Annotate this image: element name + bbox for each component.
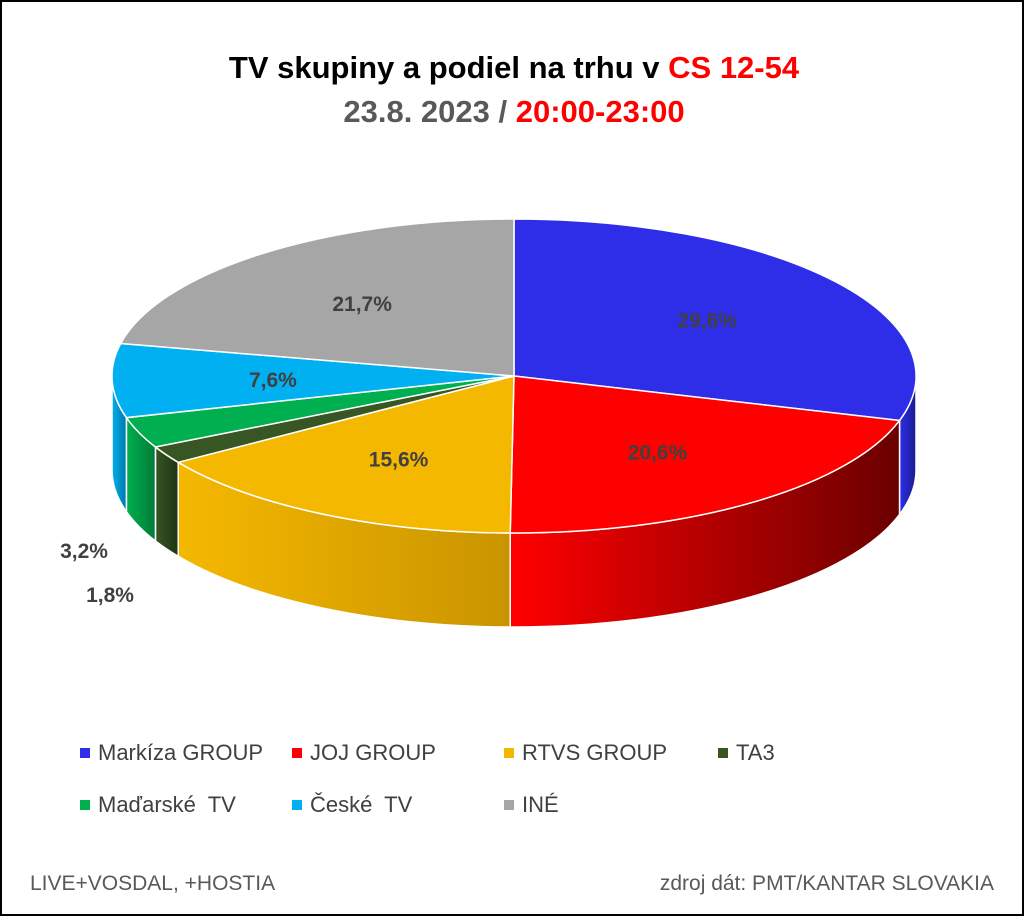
legend-item: RTVS GROUP bbox=[504, 740, 667, 766]
chart-subtitle-date: 23.8. 2023 / bbox=[343, 94, 516, 129]
legend-label: Maďarské TV bbox=[98, 792, 236, 817]
legend-item: JOJ GROUP bbox=[292, 740, 436, 766]
pie-data-labels: 29,6% 20,6% 15,6% 1,8% 3,2% 7,6% 21,7% bbox=[60, 293, 737, 607]
legend-label: České TV bbox=[310, 792, 413, 817]
footer-source: zdroj dát: PMT/KANTAR SLOVAKIA bbox=[659, 872, 994, 895]
chart-subtitle: 23.8. 2023 / 20:00-23:00 bbox=[2, 94, 1024, 130]
legend-swatch bbox=[504, 800, 514, 810]
legend-swatch bbox=[80, 800, 90, 810]
legend-item: Markíza GROUP bbox=[80, 740, 263, 766]
data-label-4: 1,8% bbox=[86, 584, 134, 607]
legend-label: TA3 bbox=[736, 740, 775, 765]
pie-slice-2 bbox=[509, 375, 901, 534]
legend-label: RTVS GROUP bbox=[522, 740, 668, 765]
pie-slice-1 bbox=[513, 218, 917, 422]
data-label-6: 7,6% bbox=[249, 369, 297, 392]
legend-swatch bbox=[80, 748, 90, 758]
chart-title-main: TV skupiny a podiel na trhu v bbox=[228, 50, 669, 85]
pie-slice-7 bbox=[119, 218, 515, 377]
pie-slice-6 bbox=[111, 342, 515, 419]
legend-swatch bbox=[718, 748, 728, 758]
legend-item: INÉ bbox=[504, 792, 559, 818]
chart-title-target: CS 12-54 bbox=[668, 50, 800, 85]
data-label-1: 29,6% bbox=[677, 310, 737, 333]
legend-swatch bbox=[292, 748, 302, 758]
pie-top-faces bbox=[111, 218, 917, 534]
legend-swatch bbox=[504, 748, 514, 758]
legend-label: Markíza GROUP bbox=[98, 740, 264, 765]
legend-item: Maďarské TV bbox=[80, 792, 236, 818]
data-label-5: 3,2% bbox=[60, 540, 108, 563]
legend-item: TA3 bbox=[718, 740, 775, 766]
legend-swatch bbox=[292, 800, 302, 810]
data-label-7: 21,7% bbox=[332, 293, 392, 316]
pie-side-walls bbox=[111, 375, 917, 628]
legend-label: JOJ GROUP bbox=[310, 740, 436, 765]
chart-subtitle-time: 20:00-23:00 bbox=[515, 94, 685, 129]
data-label-2: 20,6% bbox=[628, 442, 688, 465]
pie-slice-3 bbox=[176, 375, 515, 534]
legend-item: České TV bbox=[292, 792, 412, 818]
data-label-3: 15,6% bbox=[369, 449, 429, 472]
chart-title: TV skupiny a podiel na trhu v CS 12-54 bbox=[2, 50, 1024, 86]
pie-side-4 bbox=[154, 445, 179, 558]
footer-note: LIVE+VOSDAL, +HOSTIA bbox=[30, 872, 276, 895]
legend-label: INÉ bbox=[522, 792, 559, 817]
